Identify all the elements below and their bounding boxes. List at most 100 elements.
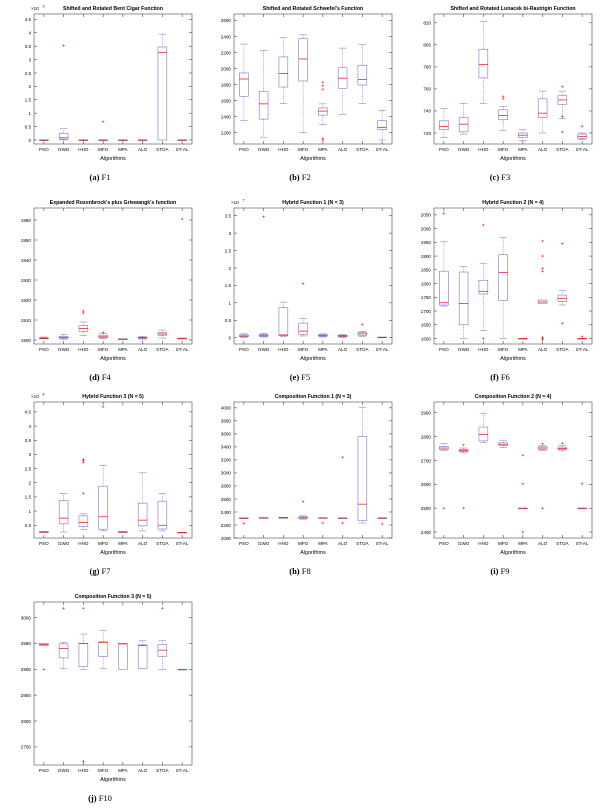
- x-tick-label-alo: ALO: [138, 347, 148, 352]
- boxplot-MFO: [298, 500, 308, 520]
- y-axis-exponent: ×10: [231, 200, 239, 205]
- x-tick-label-mpa: MPA: [518, 147, 529, 152]
- x-tick-label-st-al: ST-AL: [376, 347, 389, 352]
- boxplot-MFO: [298, 282, 308, 337]
- x-tick-label-gwo: GWO: [458, 147, 470, 152]
- y-axis-exponent: ×10: [31, 394, 39, 399]
- boxplot-PSO: [39, 531, 49, 533]
- y-tick-label: 1920: [21, 298, 32, 303]
- boxplot-GWO: [58, 606, 69, 670]
- boxplot-ALO: [537, 239, 548, 341]
- boxplot-MPA: [118, 139, 128, 141]
- outlier-marker: [442, 506, 446, 510]
- subplot-caption-f: (f) F6: [400, 372, 600, 383]
- boxplot-MFO: [98, 120, 108, 141]
- x-tick-label-mfo: MFO: [298, 347, 309, 352]
- x-tick-label-gwo: GWO: [58, 541, 70, 546]
- y-tick-label: 1750: [421, 295, 432, 300]
- x-tick-label-stoa: STOA: [356, 347, 369, 352]
- subplot-b: Shifted and Rotated Schwefel's Function 1…: [200, 0, 400, 183]
- x-tick-label-st-al: ST-AL: [576, 541, 589, 546]
- outlier-marker: [482, 337, 485, 340]
- y-tick-label: 1.5: [225, 283, 232, 288]
- x-axis-label: Algorithms: [300, 356, 326, 362]
- box-iqr: [298, 516, 308, 519]
- outlier-marker: [580, 125, 584, 128]
- caption-name: F1: [99, 172, 111, 182]
- plot-title: Hybrid Function 3 (N = 5): [82, 394, 144, 400]
- y-tick-label: 820: [423, 21, 431, 26]
- box-iqr: [258, 517, 269, 519]
- y-tick-label: 2400: [421, 530, 432, 535]
- y-tick-label: 1800: [221, 82, 232, 87]
- y-tick-label: 2.5: [25, 466, 32, 471]
- y-tick-label: 1: [28, 509, 31, 514]
- boxplot-MPA: [318, 80, 328, 142]
- y-tick-label: 720: [423, 131, 431, 136]
- caption-name: F2: [299, 172, 311, 182]
- x-tick-label-mpa: MPA: [318, 541, 329, 546]
- y-tick-label: 0: [28, 138, 31, 143]
- subplot-f: Hybrid Function 2 (N = 4) 1600 1650 1700 175…: [400, 194, 600, 383]
- x-tick-label-stoa: STOA: [156, 768, 169, 773]
- plot-j: Composition Function 3 (N = 5) 2750 2800 28…: [0, 588, 200, 793]
- x-tick-label-mfo: MFO: [98, 347, 109, 352]
- boxplot-ST-AL: [177, 139, 187, 141]
- box-iqr: [357, 436, 368, 521]
- y-tick-label: 1960: [21, 218, 32, 223]
- y-tick-label: 1910: [21, 318, 32, 323]
- outlier-marker: [561, 441, 564, 445]
- boxplot-STOA: [557, 441, 568, 452]
- y-tick-label: 4.5: [25, 17, 32, 22]
- y-tick-label: 1: [228, 301, 231, 306]
- box-iqr: [137, 644, 148, 670]
- caption-letter: (e): [289, 372, 300, 382]
- y-tick-label: 2600: [221, 497, 232, 502]
- y-tick-label: 0.5: [25, 523, 32, 528]
- y-tick-label: 2800: [21, 719, 32, 724]
- plot-title: Composition Function 3 (N = 5): [75, 594, 152, 600]
- subplot-h: Composition Function 1 (N = 3) 2000 2200 24…: [200, 388, 400, 577]
- y-tick-label: 1930: [21, 278, 32, 283]
- box-iqr: [537, 98, 548, 118]
- boxplot-HHO: [78, 606, 89, 763]
- outlier-marker: [501, 95, 505, 98]
- box-iqr: [458, 449, 469, 452]
- outlier-marker: [561, 242, 564, 246]
- subplot-caption-h: (h) F8: [200, 566, 400, 577]
- y-tick-label: 1850: [421, 268, 432, 273]
- x-tick-label-gwo: GWO: [58, 347, 70, 352]
- y-tick-label: 1400: [221, 115, 232, 120]
- y-tick-label: 1.5: [25, 495, 32, 500]
- boxplot-PSO: [439, 108, 449, 138]
- x-tick-label-alo: ALO: [138, 541, 148, 546]
- x-tick-label-alo: ALO: [338, 147, 348, 152]
- boxplot-STOA: [157, 33, 168, 141]
- axes-frame: [33, 401, 193, 539]
- outlier-marker: [341, 521, 344, 525]
- x-tick-label-pso: PSO: [39, 541, 49, 546]
- x-tick-label-hho: HHO: [278, 147, 289, 152]
- caption-letter: (b): [289, 172, 300, 182]
- outlier-marker: [541, 442, 544, 446]
- caption-name: F5: [299, 372, 311, 382]
- x-tick-label-pso: PSO: [39, 147, 49, 152]
- x-tick-label-gwo: GWO: [458, 347, 470, 352]
- outlier-marker: [541, 269, 544, 273]
- y-tick-label: 3.5: [25, 438, 32, 443]
- box-iqr: [258, 334, 269, 337]
- boxplot-HHO: [478, 21, 489, 104]
- boxplot-MPA: [518, 338, 528, 340]
- x-tick-label-mpa: MPA: [318, 147, 329, 152]
- outlier-marker: [321, 80, 325, 84]
- box-iqr: [118, 643, 128, 670]
- boxplot-MFO: [498, 237, 508, 339]
- y-tick-label: 4: [28, 424, 31, 429]
- box-iqr: [239, 334, 249, 337]
- box-iqr: [478, 426, 489, 442]
- y-tick-label: 1950: [421, 240, 432, 245]
- caption-letter: (d): [89, 372, 100, 382]
- box-iqr: [377, 120, 387, 130]
- outlier-marker: [62, 44, 65, 47]
- y-tick-label: 2400: [221, 510, 232, 515]
